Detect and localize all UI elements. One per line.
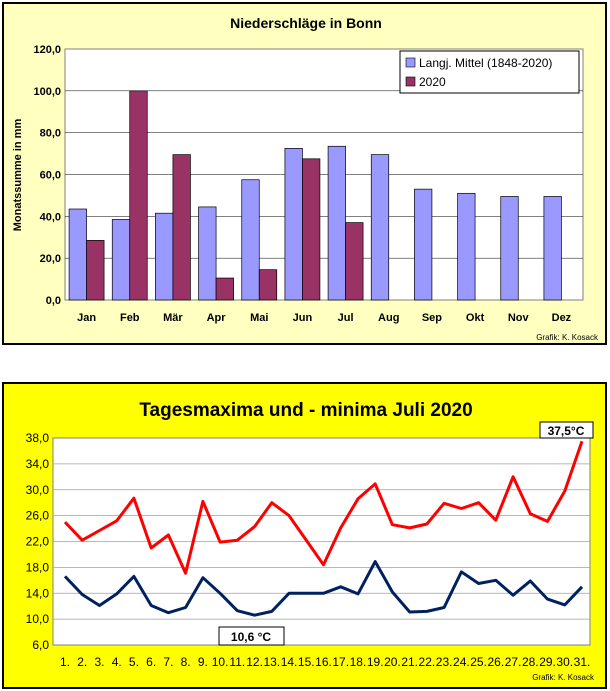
y-tick-label: 26,0 — [26, 509, 50, 523]
x-tick-label: 23. — [436, 655, 453, 669]
y-tick-label: 22,0 — [26, 535, 50, 549]
x-tick-label: Mai — [250, 312, 268, 324]
y-axis-label: Monatssumme in mm — [12, 119, 24, 232]
x-tick-label: 9. — [198, 655, 208, 669]
x-tick-label: 18. — [350, 655, 367, 669]
x-tick-label: 2. — [77, 655, 87, 669]
y-tick-label: 10,0 — [26, 612, 50, 626]
bar-2020 — [302, 158, 321, 301]
x-tick-label: Mär — [163, 312, 183, 324]
x-tick-label: 7. — [163, 655, 173, 669]
legend-swatch-mean — [405, 57, 416, 68]
series-line-min — [63, 560, 584, 617]
y-tick-label: 80,0 — [40, 128, 61, 140]
x-tick-label: 30. — [556, 655, 573, 669]
x-tick-label: 25. — [470, 655, 487, 669]
bar-2020 — [258, 269, 278, 301]
x-tick-label: 6. — [146, 655, 156, 669]
x-tick-label: 5. — [129, 655, 139, 669]
x-tick-label: 22. — [419, 655, 436, 669]
x-tick-label: Sep — [422, 312, 442, 324]
bar-mean — [543, 196, 562, 301]
x-tick-label: 14. — [281, 655, 298, 669]
annotation-min-label: 10,6 °C — [231, 630, 271, 644]
y-tick-label: 38,0 — [26, 431, 50, 445]
x-tick-label: 21. — [401, 655, 418, 669]
x-tick-label: Jul — [338, 312, 354, 324]
x-tick-label: 12. — [246, 655, 263, 669]
y-tick-label: 18,0 — [26, 560, 50, 574]
y-tick-label: 14,0 — [26, 586, 50, 600]
bar-2020 — [129, 90, 148, 301]
x-tick-label: Nov — [508, 312, 530, 324]
x-tick-label: 13. — [263, 655, 280, 669]
x-tick-label: Apr — [207, 312, 227, 324]
x-tick-label: 27. — [505, 655, 522, 669]
bar-mean — [327, 145, 346, 301]
y-tick-label: 100,0 — [33, 86, 61, 98]
bar-mean — [457, 192, 476, 301]
precipitation-chart-panel: Niederschläge in Bonn 0,0 20,0 40,0 60,0 80,… — [2, 2, 607, 345]
y-tick-label: 30,0 — [26, 483, 50, 497]
y-tick-label: 34,0 — [26, 457, 50, 471]
x-tick-label: Feb — [120, 312, 140, 324]
y-tick-label: 0,0 — [46, 295, 61, 307]
bar-mean — [198, 206, 217, 301]
annotation-min: 10,6 °C — [218, 626, 285, 646]
y-tick-label: 6,0 — [32, 638, 49, 652]
bar-mean — [500, 196, 519, 301]
bar-2020 — [345, 222, 364, 301]
temperature-chart-panel: Tagesmaxima und - minima Juli 2020 6,0 10… — [2, 382, 607, 689]
bar-2020 — [172, 154, 191, 301]
bar-mean — [414, 188, 433, 301]
x-tick-label: 31. — [574, 655, 591, 669]
x-tick-label: 16. — [315, 655, 332, 669]
bar-2020 — [215, 277, 234, 301]
x-tick-label: 3. — [94, 655, 104, 669]
chart-title: Niederschläge in Bonn — [230, 15, 382, 31]
credit-text: Grafik: K. Kosack — [532, 673, 595, 682]
annotation-max: 37,5°C — [539, 421, 594, 439]
x-tick-label: 10. — [212, 655, 229, 669]
x-tick-label: 4. — [112, 655, 122, 669]
y-tick-label: 60,0 — [40, 170, 61, 182]
x-tick-label: Dez — [552, 312, 572, 324]
legend-label-mean: Langj. Mittel (1848-2020) — [419, 56, 552, 70]
bar-mean — [241, 179, 260, 301]
x-tick-label: Jun — [293, 312, 313, 324]
x-tick-label: 20. — [384, 655, 401, 669]
bar-mean — [68, 208, 87, 301]
y-tick-label: 40,0 — [40, 211, 61, 223]
bar-2020 — [86, 240, 105, 301]
x-tick-label: 19. — [367, 655, 384, 669]
chart-title: Tagesmaxima und - minima Juli 2020 — [139, 400, 472, 421]
x-tick-label: Okt — [466, 312, 485, 324]
x-tick-label: 26. — [487, 655, 504, 669]
annotation-max-label: 37,5°C — [548, 424, 585, 438]
credit-text: Grafik: K. Kosack — [536, 333, 599, 342]
y-tick-label: 20,0 — [40, 253, 61, 265]
bar-mean — [370, 154, 390, 301]
x-tick-label: 24. — [453, 655, 470, 669]
x-tick-label: 17. — [332, 655, 349, 669]
temperature-chart: Tagesmaxima und - minima Juli 2020 6,0 10… — [26, 400, 595, 682]
legend: Langj. Mittel (1848-2020) 2020 — [399, 50, 580, 94]
legend-label-2020: 2020 — [419, 75, 446, 89]
x-tick-label: 8. — [181, 655, 191, 669]
precipitation-chart: Niederschläge in Bonn 0,0 20,0 40,0 60,0 80,… — [12, 15, 599, 342]
x-tick-label: Aug — [378, 312, 399, 324]
bar-mean — [111, 219, 131, 301]
x-tick-label: 11. — [229, 655, 245, 669]
bar-mean — [284, 148, 303, 301]
x-tick-label: 29. — [539, 655, 556, 669]
x-tick-label: 28. — [522, 655, 539, 669]
x-tick-label: 15. — [298, 655, 315, 669]
bar-mean — [155, 212, 174, 301]
x-tick-label: Jan — [77, 312, 96, 324]
y-tick-label: 120,0 — [33, 44, 61, 56]
legend-swatch-2020 — [405, 76, 416, 87]
x-tick-label: 1. — [60, 655, 70, 669]
series-line-max — [63, 440, 584, 575]
